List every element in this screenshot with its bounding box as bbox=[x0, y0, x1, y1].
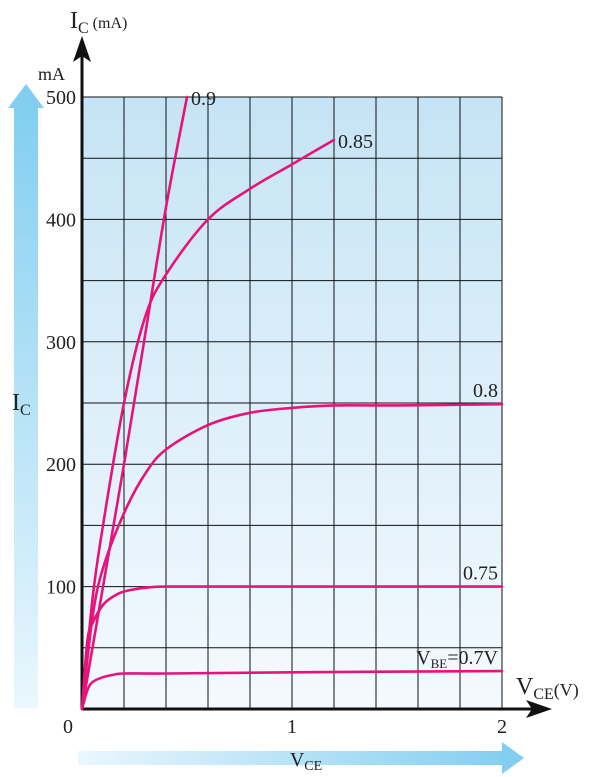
curve-vbe-1 bbox=[80, 138, 336, 711]
axes bbox=[73, 36, 552, 718]
curves bbox=[80, 95, 504, 711]
y-tick-label: 400 bbox=[46, 209, 76, 231]
series-label: VBE=0.7V bbox=[416, 647, 498, 671]
y-tick-label: 200 bbox=[46, 454, 76, 476]
x-tick-label: 0 bbox=[63, 716, 73, 738]
y-tick-label: 500 bbox=[46, 87, 76, 109]
curve-vbe-4 bbox=[80, 669, 504, 711]
x-tick-label: 1 bbox=[287, 716, 297, 738]
vce-side-label: VCE bbox=[290, 749, 322, 774]
ic-side-arrow bbox=[8, 84, 44, 708]
ic-side-label: IC bbox=[12, 390, 31, 419]
y-unit-label: mA bbox=[38, 64, 65, 84]
labels: 100 200 300 400 500 0 1 2 IC (mA) mA VCE(V) IC VCE 0.… bbox=[12, 8, 579, 774]
grid bbox=[82, 96, 503, 709]
vce-bottom-arrow bbox=[78, 742, 524, 774]
x-tick-label: 2 bbox=[497, 716, 507, 738]
series-label: 0.9 bbox=[191, 88, 216, 110]
series-label: 0.75 bbox=[463, 563, 498, 585]
curve-vbe-3 bbox=[80, 585, 504, 711]
x-axis-title: VCE(V) bbox=[516, 674, 579, 703]
curve-vbe-0 bbox=[80, 95, 189, 711]
series-label: 0.85 bbox=[338, 131, 373, 153]
y-axis-arrowhead bbox=[73, 36, 91, 62]
y-tick-label: 300 bbox=[46, 332, 76, 354]
y-tick-label: 100 bbox=[46, 577, 76, 599]
series-label: 0.8 bbox=[473, 380, 498, 402]
curve-vbe-2 bbox=[80, 402, 504, 711]
y-axis-title: IC (mA) bbox=[70, 8, 127, 37]
x-axis-arrowhead bbox=[526, 700, 552, 718]
